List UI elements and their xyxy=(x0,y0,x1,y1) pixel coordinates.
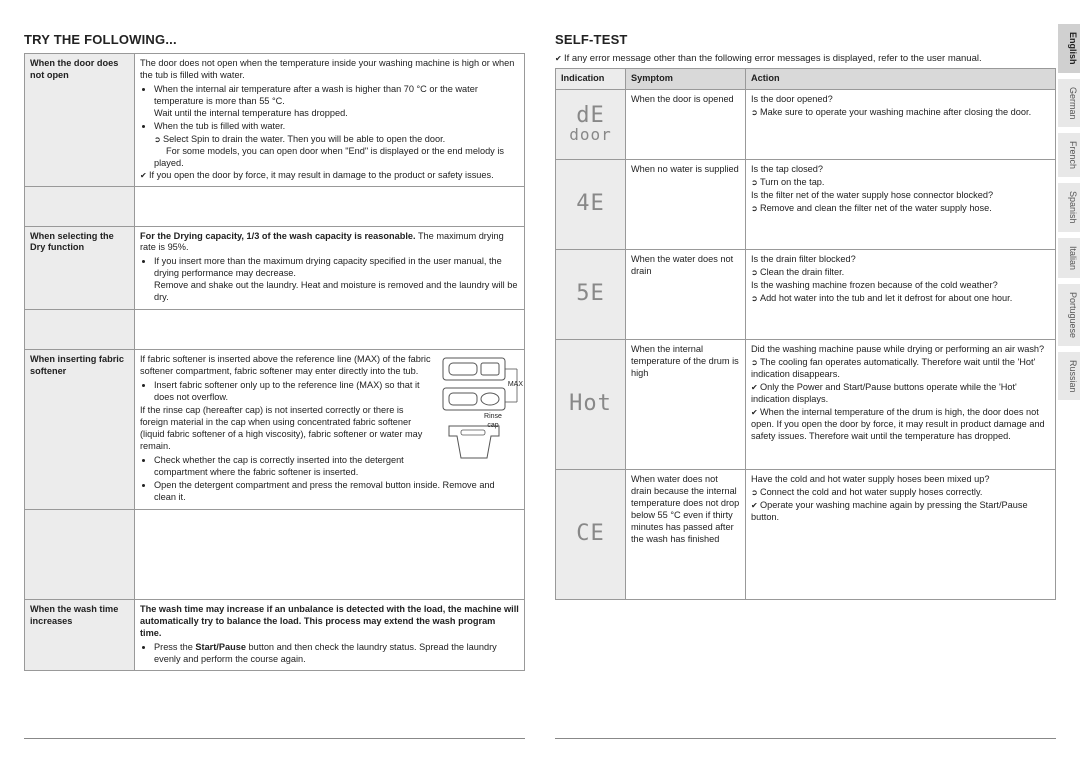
action-cell: Is the door opened?Make sure to operate … xyxy=(746,89,1056,159)
spacer-row xyxy=(25,186,525,226)
segment-display: dE xyxy=(561,105,620,127)
symptom-cell: When water does not drain because the in… xyxy=(626,469,746,599)
lang-tab-portuguese[interactable]: Portuguese xyxy=(1058,284,1080,346)
language-tabs: English German French Spanish Italian Portugu… xyxy=(1058,24,1080,400)
symptom-cell: When the water does not drain xyxy=(626,249,746,339)
segment-display: 4E xyxy=(561,193,620,215)
try-row: When the door does not openThe door does… xyxy=(25,54,525,187)
try-desc: The wash time may increase if an unbalan… xyxy=(135,599,525,671)
self-test-row: CE When water does not drain because the … xyxy=(556,469,1056,599)
spacer-row xyxy=(25,310,525,350)
try-issue: When the door does not open xyxy=(25,54,135,187)
try-row: When the wash time increasesThe wash tim… xyxy=(25,599,525,671)
symptom-cell: When the door is opened xyxy=(626,89,746,159)
spacer-row xyxy=(25,509,525,599)
segment-display: Hot xyxy=(561,393,620,415)
try-issue: When the wash time increases xyxy=(25,599,135,671)
try-row: When selecting the Dry functionFor the D… xyxy=(25,226,525,310)
indication-cell: Hot xyxy=(556,339,626,469)
try-following-table: When the door does not openThe door does… xyxy=(24,53,525,671)
try-desc: For the Drying capacity, 1/3 of the wash… xyxy=(135,226,525,310)
header-indication: Indication xyxy=(556,69,626,90)
try-desc: The door does not open when the temperat… xyxy=(135,54,525,187)
softener-diagram: MAX Rinse cap xyxy=(439,354,519,464)
symptom-cell: When the internal temperature of the dru… xyxy=(626,339,746,469)
segment-display: door xyxy=(561,127,620,143)
action-cell: Have the cold and hot water supply hoses… xyxy=(746,469,1056,599)
self-test-intro: If any error message other than the foll… xyxy=(555,53,1056,64)
symptom-cell: When no water is supplied xyxy=(626,159,746,249)
header-action: Action xyxy=(746,69,1056,90)
try-following-title: TRY THE FOLLOWING... xyxy=(24,32,525,47)
try-desc: MAX Rinse cap If fabric softener is inse… xyxy=(135,350,525,509)
self-test-row: 4E When no water is suppliedIs the tap cl… xyxy=(556,159,1056,249)
lang-tab-english[interactable]: English xyxy=(1058,24,1080,73)
try-row: When inserting fabric softener MAX Rinse… xyxy=(25,350,525,509)
page-footer-rule-left xyxy=(24,738,525,739)
indication-cell: CE xyxy=(556,469,626,599)
indication-cell: 5E xyxy=(556,249,626,339)
lang-tab-german[interactable]: German xyxy=(1058,79,1080,128)
self-test-row: 5E When the water does not drainIs the dr… xyxy=(556,249,1056,339)
self-test-table: Indication Symptom Action dEdoorWhen the… xyxy=(555,68,1056,600)
lang-tab-spanish[interactable]: Spanish xyxy=(1058,183,1080,232)
self-test-title: SELF-TEST xyxy=(555,32,1056,47)
action-cell: Is the drain filter blocked?Clean the dr… xyxy=(746,249,1056,339)
segment-display: CE xyxy=(561,523,620,545)
self-test-row: dEdoorWhen the door is openedIs the door… xyxy=(556,89,1056,159)
indication-cell: 4E xyxy=(556,159,626,249)
action-cell: Did the washing machine pause while dryi… xyxy=(746,339,1056,469)
header-symptom: Symptom xyxy=(626,69,746,90)
try-issue: When selecting the Dry function xyxy=(25,226,135,310)
indication-cell: dEdoor xyxy=(556,89,626,159)
lang-tab-french[interactable]: French xyxy=(1058,133,1080,177)
segment-display: 5E xyxy=(561,283,620,305)
right-page: SELF-TEST If any error message other tha… xyxy=(555,32,1056,739)
left-page: TRY THE FOLLOWING... When the door does … xyxy=(24,32,525,739)
try-issue: When inserting fabric softener xyxy=(25,350,135,509)
lang-tab-russian[interactable]: Russian xyxy=(1058,352,1080,401)
self-test-row: Hot When the internal temperature of the … xyxy=(556,339,1056,469)
page-footer-rule-right xyxy=(555,738,1056,739)
self-test-intro-text: If any error message other than the foll… xyxy=(564,53,982,64)
lang-tab-italian[interactable]: Italian xyxy=(1058,238,1080,278)
action-cell: Is the tap closed?Turn on the tap.Is the… xyxy=(746,159,1056,249)
